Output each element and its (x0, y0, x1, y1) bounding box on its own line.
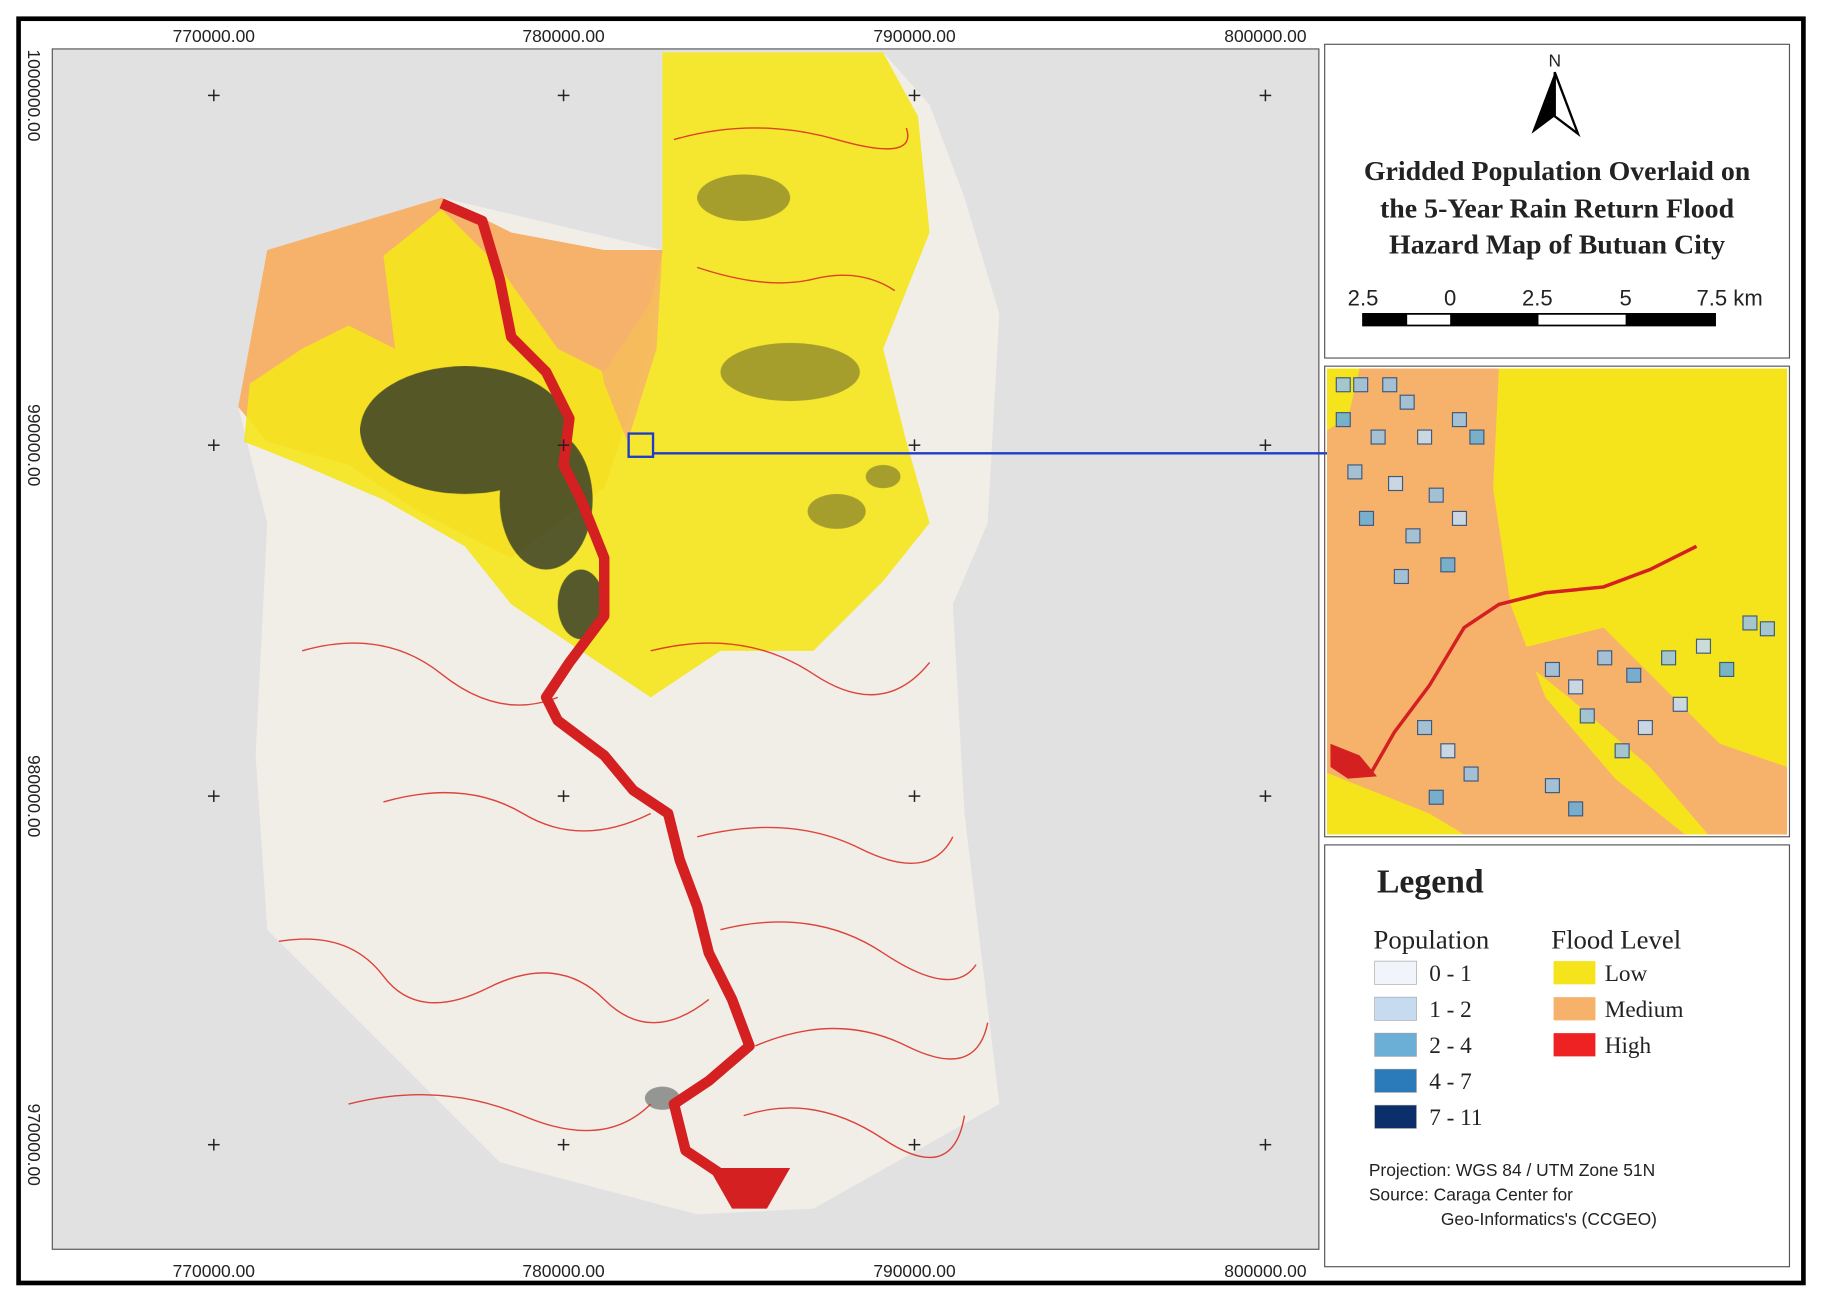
source-note: Source: Caraga Center for (1369, 1184, 1573, 1204)
x-coord-label: 800000.00 (1224, 1261, 1306, 1281)
legend-label: High (1605, 1033, 1652, 1059)
coordinate-labels: 770000.00 770000.00 780000.00 780000.00 7900… (24, 26, 1307, 1281)
x-coord-label: 790000.00 (873, 26, 955, 46)
inset-map (1326, 368, 1788, 835)
scale-label: 2.5 (1348, 286, 1379, 311)
legend-swatch (1374, 960, 1417, 985)
y-coord-label: 980000.00 (24, 755, 44, 837)
legend-swatch (1374, 1068, 1417, 1093)
legend-label: Medium (1605, 997, 1684, 1023)
scale-bar: 2.5 0 2.5 5 7.5 km (1348, 286, 1763, 327)
north-arrow: N (1531, 50, 1581, 138)
map-area (238, 52, 1000, 1215)
legend-swatch (1553, 961, 1596, 985)
legend-swatch (1553, 1033, 1596, 1057)
scale-label: 2.5 (1522, 286, 1553, 311)
legend-label: Low (1605, 961, 1648, 987)
title-line: Hazard Map of Butuan City (1389, 229, 1725, 260)
x-coord-label: 780000.00 (522, 1261, 604, 1281)
legend-swatch (1374, 1104, 1417, 1129)
legend-label: 1 - 2 (1429, 997, 1472, 1023)
grid-crosses (207, 89, 1272, 1151)
legend-title: Legend (1377, 864, 1484, 901)
legend-heading: Population (1373, 924, 1489, 954)
legend-label: 2 - 4 (1429, 1033, 1472, 1059)
scale-label: 5 (1619, 286, 1631, 311)
scale-label: 0 (1444, 286, 1456, 311)
zoom-box (627, 432, 655, 458)
inset-frame (1324, 365, 1791, 838)
y-coord-label: 970000.00 (24, 1104, 44, 1186)
x-coord-label: 780000.00 (522, 26, 604, 46)
legend-swatch (1553, 997, 1596, 1021)
source-note: Geo-Informatics's (CCGEO) (1441, 1209, 1657, 1229)
legend-label: 7 - 11 (1429, 1105, 1482, 1131)
legend-swatch (1374, 1032, 1417, 1057)
title-line: Gridded Population Overlaid on (1364, 156, 1751, 187)
scale-label: 7.5 km (1697, 286, 1763, 311)
north-label: N (1548, 50, 1561, 70)
x-coord-label: 770000.00 (173, 1261, 255, 1281)
y-coord-label: 1000000.00 (24, 49, 44, 141)
legend-items: 0 - 1 1 - 2 2 - 4 4 - 7 7 - 11 Low Medium High (1374, 960, 1684, 1131)
legend-heading: Flood Level (1551, 924, 1681, 954)
legend-label: 0 - 1 (1429, 961, 1472, 987)
projection-note: Projection: WGS 84 / UTM Zone 51N (1369, 1160, 1655, 1180)
legend-label: 4 - 7 (1429, 1069, 1472, 1095)
x-coord-label: 790000.00 (873, 1261, 955, 1281)
y-coord-label: 990000.00 (24, 404, 44, 486)
x-coord-label: 770000.00 (173, 26, 255, 46)
title-line: the 5-Year Rain Return Flood (1380, 193, 1735, 224)
legend-swatch (1374, 996, 1417, 1021)
x-coord-label: 800000.00 (1224, 26, 1306, 46)
